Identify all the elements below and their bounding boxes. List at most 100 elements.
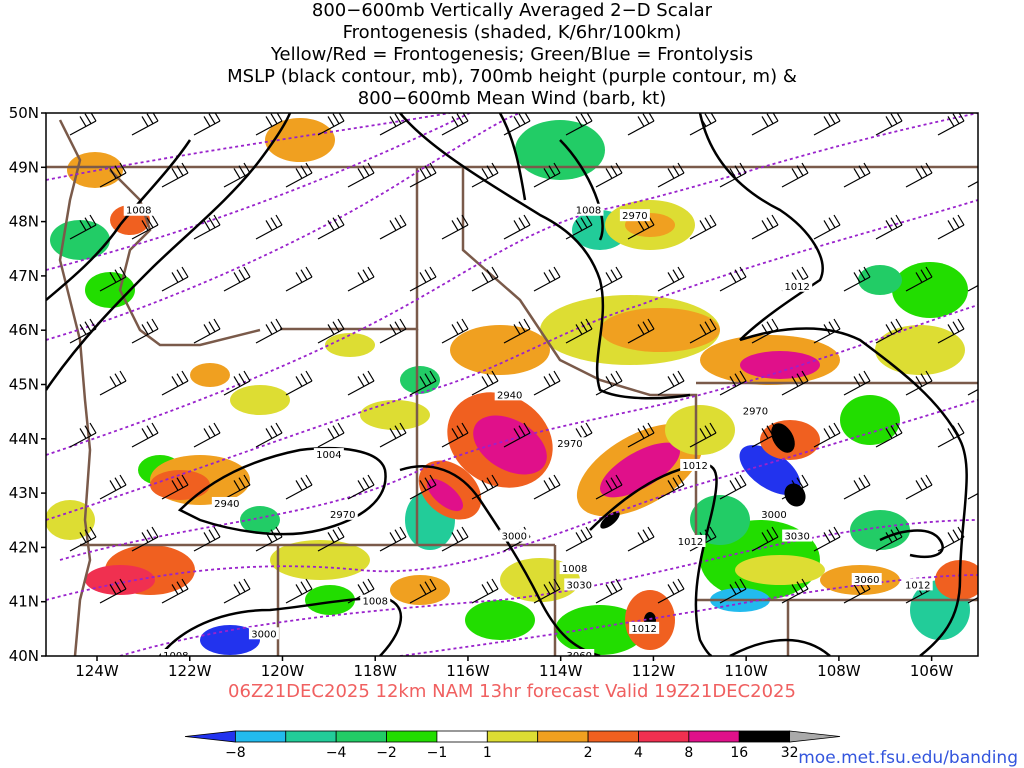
wind-barb [161, 162, 189, 188]
wind-barb [751, 214, 779, 240]
wind-barb [781, 474, 809, 500]
wind-barb [689, 422, 717, 448]
contour-label: 2940 [497, 390, 522, 401]
wind-barb [751, 526, 779, 552]
wind-barbs [69, 113, 978, 604]
wind-barb [317, 422, 345, 448]
wind-barb [161, 266, 189, 292]
contour-label-bg [554, 437, 585, 450]
wind-barb [193, 422, 221, 448]
colorbar-tick-label: 16 [730, 745, 748, 761]
wind-barb [379, 526, 407, 552]
colorbar-swatch [688, 730, 740, 743]
colorbar-swatch [234, 730, 287, 743]
wind-barb [967, 376, 978, 396]
wind-barb [193, 318, 221, 344]
lat-label: 47N [9, 267, 39, 285]
wind-barb [69, 113, 97, 136]
wind-barb [161, 578, 189, 604]
wind-barb [503, 422, 531, 448]
wind-barb [223, 370, 251, 396]
wind-barb [409, 162, 437, 188]
height-contours-700mb [46, 113, 978, 656]
wind-barb [409, 578, 437, 604]
wind-barb [751, 318, 779, 344]
wind-barb [533, 266, 561, 292]
wind-barb [131, 422, 159, 448]
wind-barb [781, 370, 809, 396]
wind-barb [843, 162, 871, 188]
contour-label: 3060 [567, 651, 592, 662]
wind-barb [627, 422, 655, 448]
colorbar-swatch [638, 730, 690, 743]
wind-barb [441, 318, 469, 344]
wind-barb [813, 214, 841, 240]
wind-barb [285, 266, 313, 292]
wind-barb [347, 266, 375, 292]
wind-barb [223, 162, 251, 188]
wind-barb [255, 214, 283, 240]
wind-barb [471, 266, 499, 292]
colorbar-swatch [386, 730, 438, 743]
contour-label: 1012 [678, 537, 703, 548]
contour-label-bg [360, 594, 391, 607]
contour-label-bg [629, 621, 660, 634]
wind-barb [441, 113, 469, 136]
wind-barb [627, 113, 655, 136]
wind-barb [657, 370, 685, 396]
wind-barb [223, 578, 251, 604]
wind-barb [689, 214, 717, 240]
lat-label: 49N [9, 158, 39, 176]
wind-barb [161, 370, 189, 396]
lon-label: 108W [817, 662, 861, 680]
wind-barb [161, 474, 189, 500]
wind-barb [99, 370, 127, 396]
lat-label: 44N [9, 430, 39, 448]
wind-barb [843, 370, 871, 396]
wind-barb [689, 113, 717, 136]
lon-label: 122W [168, 662, 212, 680]
wind-barb [317, 214, 345, 240]
colorbar-tick-label: 4 [634, 745, 643, 761]
contour-labels: 1008 1008 1012 1004 1012 1012 1008 1008 1012 1012… [123, 203, 933, 662]
wind-barb [471, 370, 499, 396]
wind-barb [937, 526, 965, 552]
wind-barb [813, 422, 841, 448]
colorbar-tick-label: −4 [326, 745, 347, 761]
wind-barb [967, 480, 978, 500]
wind-barb [285, 474, 313, 500]
lon-label: 106W [910, 662, 954, 680]
contour-label-bg [758, 507, 789, 520]
contour-label: 1012 [784, 282, 809, 293]
wind-barb [657, 474, 685, 500]
wind-barb [255, 318, 283, 344]
wind-barb [441, 526, 469, 552]
wind-barb [937, 422, 965, 448]
wind-barb [967, 272, 978, 292]
longitude-axis: 124W 122W 120W 118W 116W 114W 112W 110W 108W 106W [75, 656, 954, 680]
wind-barb [379, 318, 407, 344]
contour-label: 2970 [743, 407, 768, 418]
colorbar-swatch [335, 730, 387, 743]
wind-barb [627, 526, 655, 552]
contour-label-bg [902, 578, 933, 591]
source-credit: moe.met.fsu.edu/banding [798, 748, 1018, 768]
wind-barb [843, 266, 871, 292]
colorbar-swatch [738, 730, 791, 743]
wind-barb [471, 162, 499, 188]
colorbar-tick-label: 32 [781, 745, 799, 761]
contour-label-bg [619, 209, 650, 222]
wind-barb [657, 162, 685, 188]
wind-barb [875, 422, 903, 448]
wind-barb [781, 162, 809, 188]
title-line-5: 800−600mb Mean Wind (barb, kt) [357, 88, 667, 109]
lon-label: 118W [353, 662, 397, 680]
wind-barb [719, 474, 747, 500]
contour-label-bg [675, 534, 706, 547]
map-title: 800−600mb Vertically Averaged 2−D Scalar… [0, 0, 1024, 110]
contour-label-bg [740, 404, 771, 417]
wind-barb [595, 578, 623, 604]
contour-label-bg [680, 458, 711, 471]
colorbar-swatch [184, 730, 236, 743]
